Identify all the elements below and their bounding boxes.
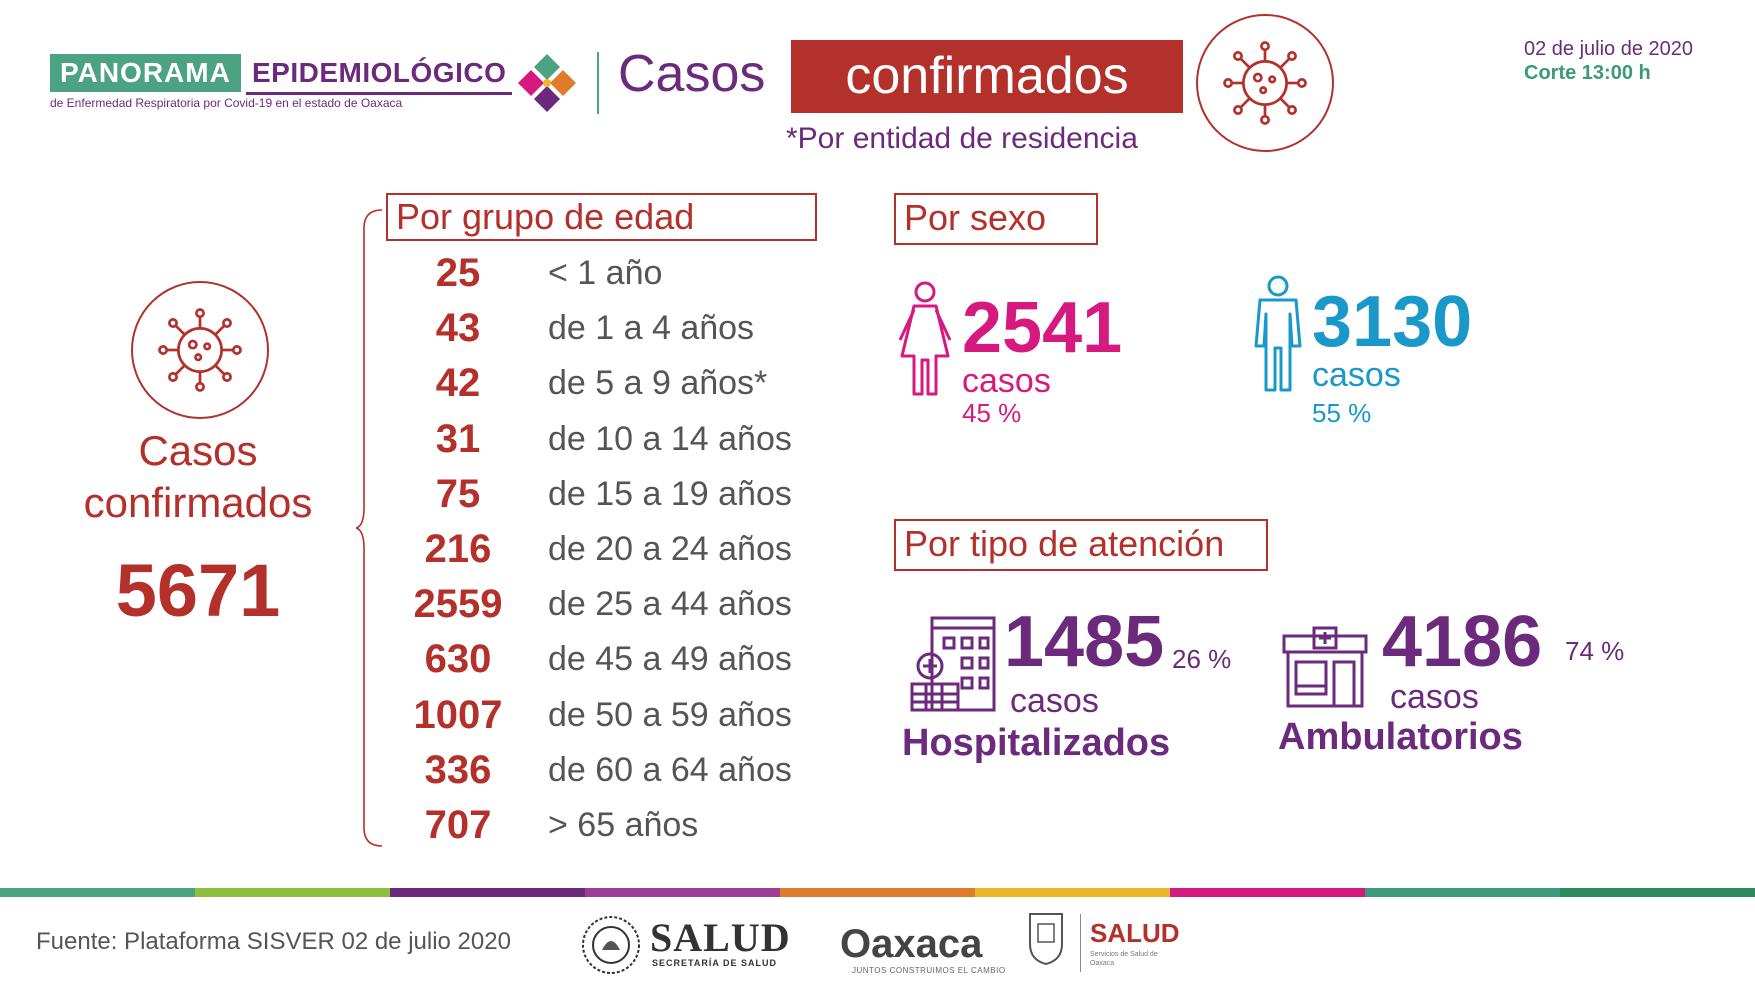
hospital-unit: casos [1010, 682, 1099, 720]
age-count: 25 [435, 251, 481, 296]
oaxaca-logo-sub: JUNTOS CONSTRUIMOS EL CAMBIO [852, 966, 1006, 975]
age-range: > 65 años [548, 805, 699, 844]
brand-epidemiologico: EPIDEMIOLÓGICO [246, 54, 513, 95]
oaxaca-logo: Oaxaca [840, 922, 983, 966]
oaxaca-shield-icon [1029, 913, 1063, 966]
list-item: 43 de 1 a 4 años [400, 301, 792, 356]
clinic-icon [1282, 626, 1368, 708]
age-brace [356, 209, 383, 847]
age-range: de 25 a 44 años [548, 585, 792, 624]
header-divider [597, 52, 599, 114]
salud-state-logo: SALUD [1090, 918, 1180, 948]
age-range: de 5 a 9 años* [548, 364, 768, 403]
footer-divider [1080, 914, 1081, 972]
list-item: 216 de 20 a 24 años [400, 522, 792, 577]
left-total-value: 5671 [115, 549, 281, 632]
source-note: Fuente: Plataforma SISVER 02 de julio 20… [36, 928, 511, 955]
age-count: 2559 [413, 582, 503, 627]
title-casos: Casos [618, 45, 766, 103]
virus-icon [158, 308, 242, 392]
ambulatory-count: 4186 [1382, 602, 1543, 682]
age-count: 43 [435, 306, 481, 351]
attention-section-header: Por tipo de atención [894, 519, 1268, 571]
male-count: 3130 [1312, 282, 1473, 362]
male-unit: casos [1312, 356, 1401, 394]
left-total-title: Casos confirmados [83, 427, 313, 526]
salud-logo: SALUD [650, 915, 791, 960]
brand-logo-icon [518, 54, 576, 112]
age-range: de 10 a 14 años [548, 419, 792, 458]
report-cutoff: Corte 13:00 h [1524, 62, 1651, 84]
hospital-label: Hospitalizados [902, 722, 1171, 764]
salud-logo-sub: SECRETARÍA DE SALUD [652, 958, 778, 968]
age-count: 707 [424, 802, 492, 847]
age-range: de 50 a 59 años [548, 695, 792, 734]
list-item: 42 de 5 a 9 años* [400, 356, 792, 411]
list-item: 707 > 65 años [400, 798, 792, 853]
list-item: 336 de 60 a 64 años [400, 743, 792, 798]
list-item: 630 de 45 a 49 años [400, 632, 792, 687]
age-range: < 1 año [548, 254, 663, 293]
residence-note: *Por entidad de residencia [786, 122, 1138, 155]
age-range: de 60 a 64 años [548, 750, 792, 789]
age-count: 336 [424, 747, 492, 792]
hospital-percent: 26 % [1172, 644, 1232, 674]
male-icon [1254, 275, 1302, 392]
salud-state-logo-sub: Servicios de Salud de Oaxaca [1090, 951, 1158, 967]
ambulatory-percent: 74 % [1565, 636, 1625, 666]
ambulatory-label: Ambulatorios [1278, 716, 1523, 758]
age-count: 216 [424, 527, 492, 572]
list-item: 31 de 10 a 14 años [400, 412, 792, 467]
age-count: 31 [435, 416, 481, 461]
age-range: de 20 a 24 años [548, 530, 792, 569]
list-item: 25 < 1 año [400, 246, 792, 301]
male-percent: 55 % [1312, 398, 1372, 428]
mexico-seal-icon [582, 916, 640, 974]
footer-color-stripe [0, 888, 1755, 897]
left-virus-badge [131, 281, 269, 419]
age-count: 42 [435, 361, 481, 406]
age-range: de 45 a 49 años [548, 640, 792, 679]
virus-icon [1223, 41, 1307, 125]
hospital-count: 1485 [1004, 602, 1165, 682]
brand-panorama: PANORAMA [50, 54, 241, 92]
female-percent: 45 % [962, 398, 1022, 428]
title-confirmados: confirmados [791, 40, 1183, 113]
list-item: 1007 de 50 a 59 años [400, 688, 792, 743]
age-count: 75 [435, 471, 481, 516]
female-unit: casos [962, 362, 1051, 400]
report-date: 02 de julio de 2020 [1524, 38, 1694, 60]
hospital-icon [910, 616, 996, 712]
female-count: 2541 [962, 288, 1123, 368]
header-virus-badge [1196, 14, 1334, 152]
age-range: de 15 a 19 años [548, 474, 792, 513]
age-count: 630 [424, 637, 492, 682]
ambulatory-unit: casos [1390, 678, 1479, 716]
list-item: 2559 de 25 a 44 años [400, 577, 792, 632]
age-count: 1007 [413, 692, 503, 737]
brand-subtitle: de Enfermedad Respiratoria por Covid-19 … [50, 96, 403, 110]
sex-section-header: Por sexo [894, 193, 1098, 245]
age-section-header: Por grupo de edad [386, 193, 817, 241]
age-list: 25 < 1 año 43 de 1 a 4 años 42 de 5 a 9 año… [400, 246, 792, 853]
female-icon [898, 281, 952, 396]
age-range: de 1 a 4 años [548, 309, 755, 348]
list-item: 75 de 15 a 19 años [400, 467, 792, 522]
